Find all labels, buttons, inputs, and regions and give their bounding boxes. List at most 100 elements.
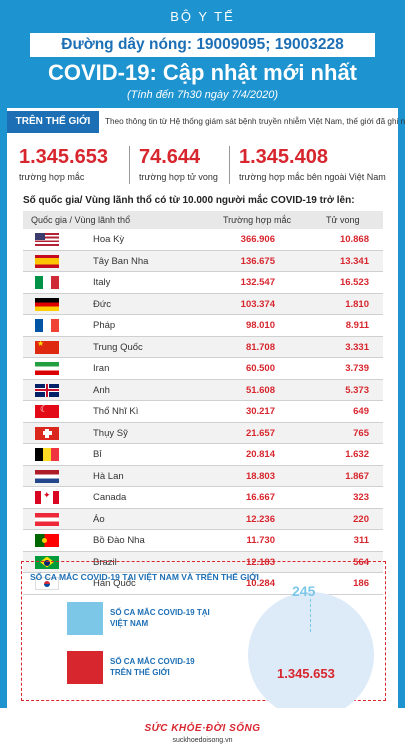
country-name: Italy — [93, 277, 111, 288]
country-name: Áo — [93, 513, 105, 525]
spain-flag-icon — [35, 254, 59, 268]
country-name: Tây Ban Nha — [93, 255, 149, 267]
china-flag-icon: ★ — [35, 340, 59, 354]
update-time: (Tính đến 7h30 ngày 7/4/2020) — [126, 89, 279, 101]
country-table: Hoa Kỳ 366.906 10.868 Tây Ban Nha 136.67… — [23, 229, 383, 595]
brazil-flag-icon — [35, 555, 59, 569]
table-row: Brazil 12.183 564 — [23, 551, 383, 573]
divider — [129, 146, 130, 184]
table-row: Đức 103.374 1.810 — [23, 293, 383, 315]
table-row: Hà Lan 18.803 1.867 — [23, 465, 383, 487]
hotline-banner: Đường dây nóng: 19009095; 19003228 — [30, 33, 375, 57]
country-name: Bỉ — [93, 449, 102, 460]
legend-label-world: SỐ CA MẮC COVID-19 TRÊN THẾ GIỚI — [110, 657, 195, 677]
switzerland-flag-icon — [35, 426, 59, 440]
stat-value: 1.345.653 — [19, 146, 108, 168]
deaths-value: 311 — [353, 535, 369, 546]
stat-total-cases: 1.345.653 trường hợp mắc — [19, 146, 108, 182]
vietnam-cases-value: 245 — [292, 583, 316, 599]
comparison-panel: SỐ CA MẮC COVID-19 TẠI VIỆT NAM VÀ TRÊN … — [21, 561, 386, 718]
deaths-value: 765 — [353, 427, 369, 439]
cases-value: 98.010 — [245, 320, 275, 331]
table-row: Thụy Sỹ 21.657 765 — [23, 422, 383, 444]
cases-value: 136.675 — [240, 255, 275, 267]
header: BỘ Y TẾ Đường dây nóng: 19009095; 190032… — [0, 0, 405, 108]
deaths-value: 564 — [353, 556, 369, 568]
deaths-value: 1.632 — [345, 449, 369, 460]
stat-value: 74.644 — [139, 146, 201, 168]
divider — [229, 146, 230, 184]
legend-label-vietnam: SỐ CA MẮC COVID-19 TẠI VIỆT NAM — [110, 608, 210, 628]
table-header: Quốc gia / Vùng lãnh thổ Trường hợp mắc … — [23, 211, 383, 229]
stat-deaths: 74.644 trường hợp tử vong — [139, 146, 218, 182]
stat-label: trường hợp tử vong — [139, 172, 218, 182]
table-row: Pháp 98.010 8.911 — [23, 315, 383, 337]
cases-value: 21.657 — [245, 427, 275, 439]
intro-text: Theo thông tin từ Hệ thống giám sát bệnh… — [105, 117, 405, 126]
netherlands-flag-icon — [35, 469, 59, 483]
cases-value: 366.906 — [240, 234, 275, 245]
deaths-value: 220 — [353, 513, 369, 525]
iran-flag-icon — [35, 362, 59, 375]
stat-outside-vn: 1.345.408 trường hợp mắc bên ngoài Việt … — [239, 146, 386, 182]
country-name: Iran — [93, 363, 110, 374]
deaths-value: 10.868 — [339, 234, 369, 245]
world-stats: 1.345.653 trường hợp mắc 74.644 trường h… — [7, 140, 398, 192]
country-name: Canada — [93, 492, 127, 503]
stat-label: trường hợp mắc — [19, 172, 85, 182]
turkey-flag-icon: ☾ — [35, 405, 59, 418]
portugal-flag-icon — [35, 534, 59, 547]
header-cases: Trường hợp mắc — [223, 215, 292, 225]
world-cases-circle — [248, 592, 374, 718]
table-row: Iran 60.500 3.739 — [23, 358, 383, 380]
table-row: Áo 12.236 220 — [23, 508, 383, 530]
table-row: Anh 51.608 5.373 — [23, 379, 383, 401]
cases-value: 51.608 — [245, 384, 275, 396]
korea-flag-icon — [35, 577, 59, 590]
france-flag-icon — [35, 319, 59, 332]
publisher-logo: SỨC KHỎE·ĐỜI SỐNG — [144, 723, 261, 734]
deaths-value: 3.331 — [345, 341, 369, 353]
deaths-value: 3.739 — [345, 363, 369, 374]
country-name: Hoa Kỳ — [93, 234, 125, 245]
italy-flag-icon — [35, 276, 59, 289]
cases-value: 12.183 — [245, 556, 275, 568]
header-deaths: Tử vong — [326, 215, 360, 225]
cases-value: 103.374 — [240, 298, 275, 310]
table-row: Hoa Kỳ 366.906 10.868 — [23, 229, 383, 251]
deaths-value: 5.373 — [345, 384, 369, 396]
canada-flag-icon: ✦ — [35, 491, 59, 504]
table-row: Bỉ 20.814 1.632 — [23, 444, 383, 466]
deaths-value: 1.810 — [345, 298, 369, 310]
country-name: Thổ Nhĩ Kì — [93, 406, 139, 417]
publisher-site: suckhoedoisong.vn — [172, 737, 233, 744]
deaths-value: 16.523 — [339, 277, 369, 288]
cases-value: 10.284 — [245, 578, 275, 589]
stat-value: 1.345.408 — [239, 146, 328, 168]
table-row: Hàn Quốc 10.284 186 — [23, 573, 383, 595]
cases-value: 81.708 — [245, 341, 275, 353]
us-flag-icon — [35, 233, 59, 246]
legend-swatch-world — [67, 651, 103, 684]
table-row: Bồ Đào Nha 11.730 311 — [23, 530, 383, 552]
cases-value: 18.803 — [245, 470, 275, 482]
deaths-value: 649 — [353, 406, 369, 417]
table-row: ★ Trung Quốc 81.708 3.331 — [23, 336, 383, 358]
vietnam-leader-line — [310, 599, 311, 632]
comparison-title: SỐ CA MẮC COVID-19 TẠI VIỆT NAM VÀ TRÊN … — [30, 572, 259, 582]
belgium-flag-icon — [35, 448, 59, 461]
deaths-value: 8.911 — [345, 320, 369, 331]
germany-flag-icon — [35, 297, 59, 311]
ministry-title: BỘ Y TẾ — [170, 9, 235, 24]
legend-swatch-vietnam — [67, 602, 103, 635]
cases-value: 60.500 — [245, 363, 275, 374]
footer: SỨC KHỎE·ĐỜI SỐNG suckhoedoisong.vn — [0, 708, 405, 750]
country-name: Hà Lan — [93, 470, 124, 482]
country-name: Thụy Sỹ — [93, 427, 128, 439]
deaths-value: 1.867 — [345, 470, 369, 482]
cases-value: 132.547 — [240, 277, 275, 288]
country-name: Anh — [93, 384, 110, 396]
table-row: ☾ Thổ Nhĩ Kì 30.217 649 — [23, 401, 383, 423]
table-row: Italy 132.547 16.523 — [23, 272, 383, 294]
deaths-value: 323 — [353, 492, 369, 503]
